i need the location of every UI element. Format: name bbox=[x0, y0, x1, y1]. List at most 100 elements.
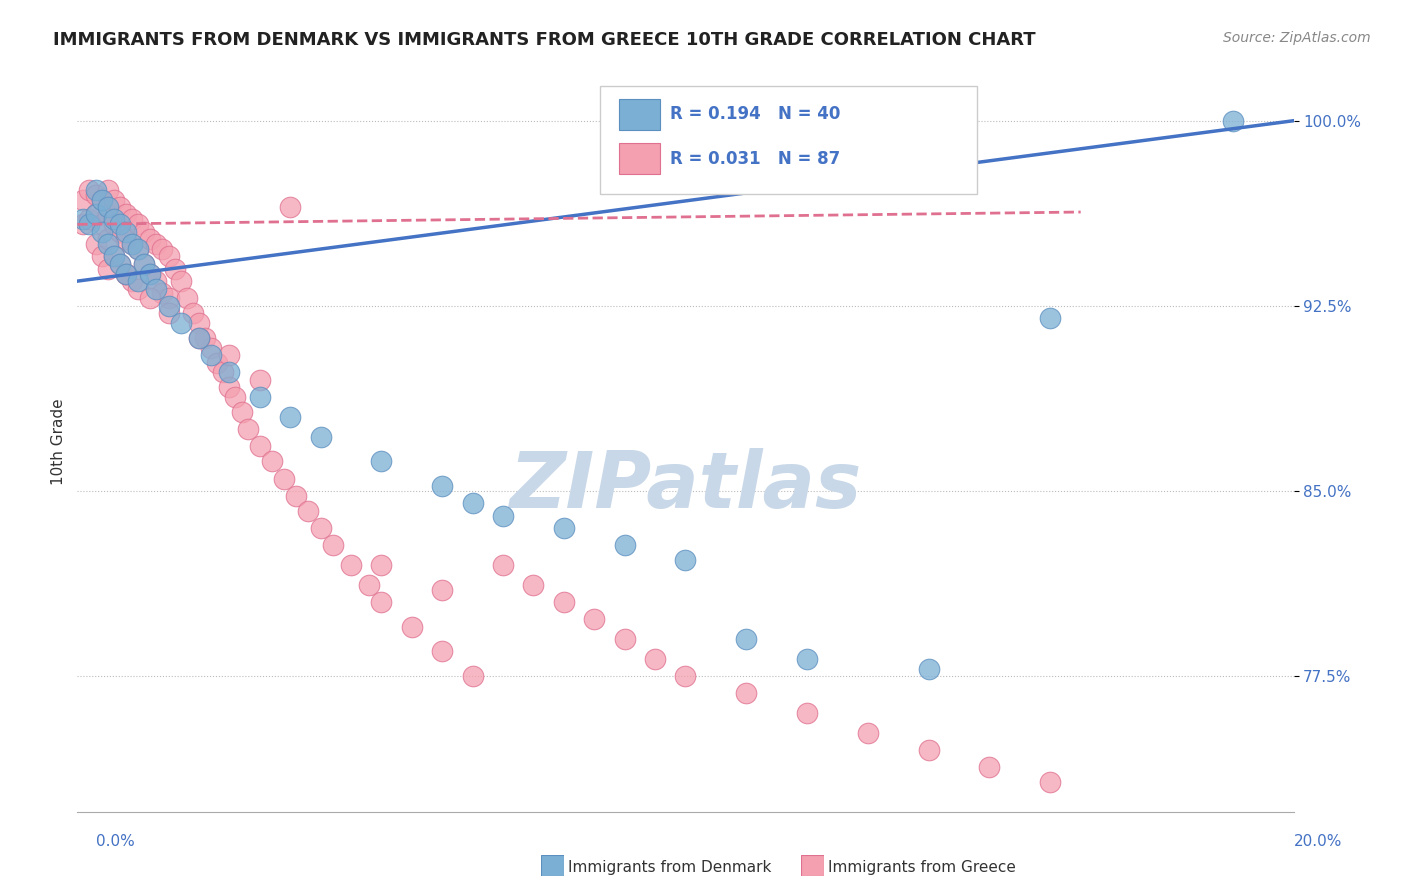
Point bbox=[613, 632, 636, 646]
FancyBboxPatch shape bbox=[600, 87, 977, 194]
Point bbox=[121, 237, 143, 252]
Point bbox=[430, 582, 453, 597]
Y-axis label: 10th Grade: 10th Grade bbox=[51, 398, 66, 485]
Point bbox=[79, 212, 101, 227]
Point bbox=[553, 521, 575, 535]
Point bbox=[90, 225, 112, 239]
Point bbox=[139, 267, 162, 281]
Point bbox=[90, 193, 112, 207]
Point bbox=[127, 281, 149, 295]
Point bbox=[139, 292, 162, 306]
Point bbox=[72, 193, 94, 207]
Point bbox=[430, 479, 453, 493]
Point bbox=[134, 225, 156, 239]
Point bbox=[285, 489, 308, 503]
FancyBboxPatch shape bbox=[619, 144, 659, 174]
Point bbox=[170, 316, 193, 330]
Point bbox=[1039, 775, 1062, 789]
Point bbox=[127, 242, 149, 256]
Point bbox=[145, 281, 167, 295]
Point bbox=[675, 669, 697, 683]
Point bbox=[492, 558, 515, 572]
Point bbox=[134, 257, 156, 271]
Point bbox=[188, 331, 211, 345]
Point bbox=[492, 508, 515, 523]
Point bbox=[856, 725, 879, 739]
Point bbox=[1039, 311, 1062, 326]
Point bbox=[735, 686, 758, 700]
Point bbox=[152, 242, 174, 256]
Point bbox=[194, 331, 217, 345]
Text: R = 0.031   N = 87: R = 0.031 N = 87 bbox=[669, 150, 839, 168]
Point bbox=[918, 743, 941, 757]
Point bbox=[121, 237, 143, 252]
Point bbox=[461, 669, 484, 683]
Point bbox=[72, 212, 94, 227]
Point bbox=[273, 472, 295, 486]
Point bbox=[176, 292, 198, 306]
Point bbox=[127, 274, 149, 288]
Point bbox=[370, 558, 392, 572]
Point bbox=[145, 237, 167, 252]
Point bbox=[181, 306, 204, 320]
Point bbox=[115, 267, 138, 281]
Point bbox=[84, 207, 107, 221]
Point bbox=[121, 212, 143, 227]
Point bbox=[340, 558, 363, 572]
Point bbox=[163, 261, 186, 276]
Point bbox=[84, 187, 107, 202]
FancyBboxPatch shape bbox=[619, 99, 659, 130]
Point bbox=[108, 218, 131, 232]
Text: Immigrants from Greece: Immigrants from Greece bbox=[828, 860, 1017, 874]
Point bbox=[115, 207, 138, 221]
Point bbox=[103, 250, 125, 264]
Point bbox=[278, 200, 301, 214]
Point bbox=[90, 193, 112, 207]
Point bbox=[260, 454, 283, 468]
Point bbox=[84, 207, 107, 221]
Point bbox=[918, 662, 941, 676]
Text: R = 0.194   N = 40: R = 0.194 N = 40 bbox=[669, 105, 839, 123]
Point bbox=[236, 422, 259, 436]
Point bbox=[115, 232, 138, 246]
Point bbox=[157, 292, 180, 306]
Point bbox=[157, 299, 180, 313]
Point bbox=[735, 632, 758, 646]
Point bbox=[613, 538, 636, 552]
Text: Source: ZipAtlas.com: Source: ZipAtlas.com bbox=[1223, 31, 1371, 45]
Point bbox=[583, 612, 606, 626]
Text: ZIPatlas: ZIPatlas bbox=[509, 448, 862, 524]
Point bbox=[249, 440, 271, 454]
Point bbox=[127, 242, 149, 256]
Point bbox=[115, 225, 138, 239]
Point bbox=[97, 200, 120, 214]
Point bbox=[1222, 113, 1244, 128]
Point bbox=[218, 366, 240, 380]
Point bbox=[97, 237, 120, 252]
Point bbox=[249, 373, 271, 387]
Point bbox=[200, 341, 222, 355]
Point bbox=[309, 429, 332, 443]
Point bbox=[675, 553, 697, 567]
Point bbox=[97, 183, 120, 197]
Point bbox=[359, 577, 381, 591]
Point bbox=[103, 212, 125, 227]
Point bbox=[108, 257, 131, 271]
Point bbox=[370, 595, 392, 609]
Point bbox=[152, 286, 174, 301]
Point bbox=[522, 577, 544, 591]
Point bbox=[145, 274, 167, 288]
Point bbox=[72, 218, 94, 232]
Point bbox=[212, 366, 235, 380]
Point bbox=[461, 496, 484, 510]
Point bbox=[796, 706, 818, 720]
Point bbox=[90, 218, 112, 232]
Text: Immigrants from Denmark: Immigrants from Denmark bbox=[568, 860, 772, 874]
Point bbox=[108, 200, 131, 214]
Point bbox=[322, 538, 344, 552]
Point bbox=[115, 267, 138, 281]
Point bbox=[121, 274, 143, 288]
Point bbox=[97, 261, 120, 276]
Point bbox=[139, 232, 162, 246]
Text: 0.0%: 0.0% bbox=[96, 834, 135, 849]
